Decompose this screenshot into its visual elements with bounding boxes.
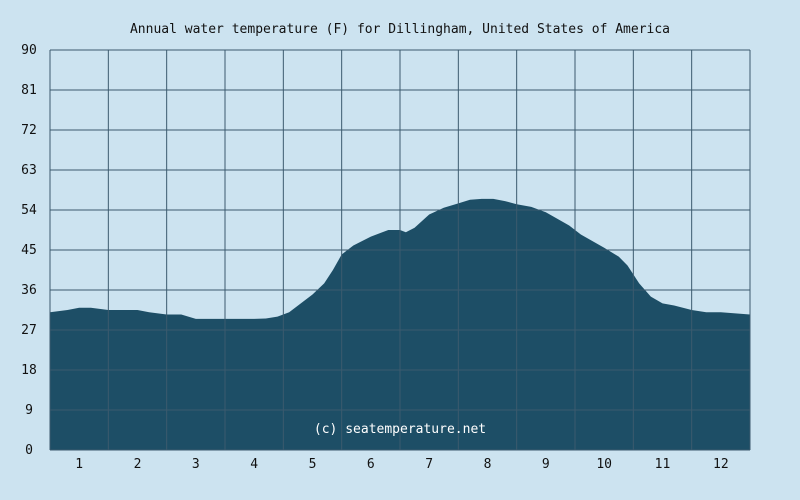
x-tick-label: 5	[309, 457, 317, 472]
x-tick-label: 6	[367, 457, 375, 472]
chart-title: Annual water temperature (F) for Dilling…	[130, 22, 670, 37]
y-tick-label: 72	[21, 123, 37, 138]
y-tick-label: 27	[21, 323, 37, 338]
watermark: (c) seatemperature.net	[314, 422, 486, 437]
y-tick-label: 0	[25, 443, 33, 458]
x-tick-label: 10	[596, 457, 612, 472]
x-tick-label: 4	[250, 457, 258, 472]
y-tick-label: 90	[21, 43, 37, 58]
y-tick-label: 81	[21, 83, 37, 98]
x-tick-label: 3	[192, 457, 200, 472]
x-tick-label: 2	[134, 457, 142, 472]
y-tick-label: 54	[21, 203, 37, 218]
x-tick-label: 11	[655, 457, 671, 472]
x-tick-label: 1	[75, 457, 83, 472]
y-tick-label: 18	[21, 363, 37, 378]
grid-layer	[49, 49, 751, 451]
x-tick-label: 9	[542, 457, 550, 472]
x-axis-ticks: 1 2 3 4 5 6 7 8 9 10 11 12	[75, 457, 728, 472]
x-tick-label: 8	[484, 457, 492, 472]
x-tick-label: 12	[713, 457, 729, 472]
y-axis-ticks: 0 9 18 27 36 45 54 63 72 81 90	[21, 43, 37, 458]
y-tick-label: 36	[21, 283, 37, 298]
x-tick-label: 7	[425, 457, 433, 472]
y-tick-label: 45	[21, 243, 37, 258]
y-tick-label: 9	[25, 403, 33, 418]
y-tick-label: 63	[21, 163, 37, 178]
